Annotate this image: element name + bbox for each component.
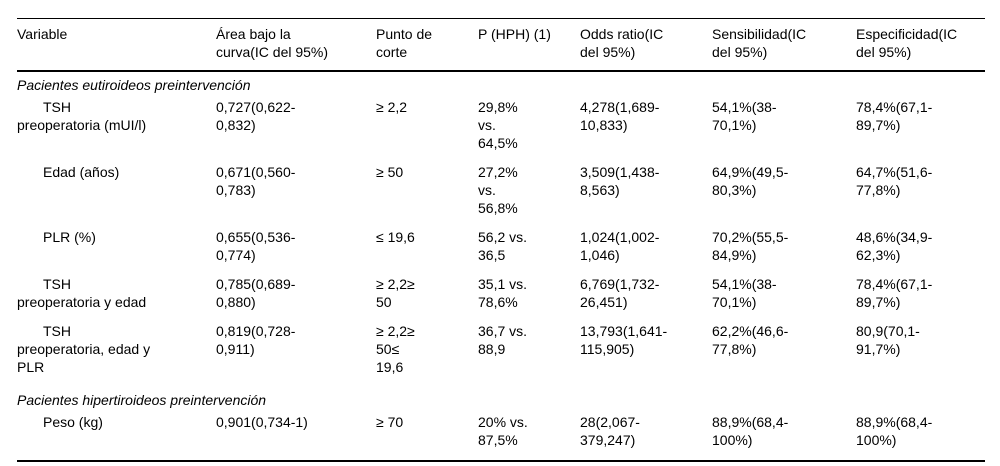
cell-variable: TSH preoperatoria y edad: [17, 276, 147, 310]
cell-auc: 0,901(0,734-1): [216, 414, 308, 430]
cell-odds-ratio: 6,769(1,732- 26,451): [580, 276, 660, 310]
table-row: Peso (kg) 0,901(0,734-1) ≥ 70 20% vs. 87…: [17, 413, 985, 461]
cell-auc: 0,785(0,689- 0,880): [216, 276, 296, 310]
table-row: TSH preoperatoria (mUI/l) 0,727(0,622- 0…: [17, 98, 985, 163]
cell-p-value: 20% vs. 87,5%: [478, 414, 528, 448]
cell-specificity: 48,6%(34,9- 62,3%): [856, 229, 933, 263]
cell-sensitivity: 64,9%(49,5- 80,3%): [712, 164, 789, 198]
cell-specificity: 78,4%(67,1- 89,7%): [856, 99, 933, 133]
cell-cutoff: ≥ 2,2≥ 50: [376, 276, 415, 310]
cell-variable: Peso (kg): [43, 414, 103, 430]
cell-cutoff: ≥ 2,2≥ 50≤ 19,6: [376, 323, 415, 375]
cell-cutoff: ≥ 50: [376, 164, 404, 180]
cell-p-value: 36,7 vs. 88,9: [478, 323, 528, 357]
cell-auc: 0,655(0,536- 0,774): [216, 229, 296, 263]
header-row: Variable Área bajo la curva(IC del 95%) …: [17, 18, 985, 72]
cell-specificity: 88,9%(68,4- 100%): [856, 414, 933, 448]
table-row: TSH preoperatoria, edad y PLR 0,819(0,72…: [17, 322, 985, 387]
col-header-cutoff: Punto de corte: [376, 18, 478, 72]
col-header-odds-ratio: Odds ratio(IC del 95%): [580, 18, 712, 72]
cell-odds-ratio: 1,024(1,002- 1,046): [580, 229, 660, 263]
cell-auc: 0,819(0,728- 0,911): [216, 323, 296, 357]
col-header-specificity: Especificidad(IC del 95%): [856, 18, 985, 72]
cell-odds-ratio: 28(2,067- 379,247): [580, 414, 640, 448]
cell-sensitivity: 70,2%(55,5- 84,9%): [712, 229, 789, 263]
cell-cutoff: ≥ 70: [376, 414, 404, 430]
cell-auc: 0,671(0,560- 0,783): [216, 164, 296, 198]
table-row: PLR (%) 0,655(0,536- 0,774) ≤ 19,6 56,2 …: [17, 228, 985, 275]
cell-sensitivity: 54,1%(38- 70,1%): [712, 276, 777, 310]
cell-p-value: 27,2% vs. 56,8%: [478, 164, 518, 216]
cell-auc: 0,727(0,622- 0,832): [216, 99, 296, 133]
cell-variable: TSH preoperatoria (mUI/l): [17, 99, 147, 133]
cell-specificity: 64,7%(51,6- 77,8%): [856, 164, 933, 198]
cell-sensitivity: 88,9%(68,4- 100%): [712, 414, 789, 448]
cell-odds-ratio: 4,278(1,689- 10,833): [580, 99, 660, 133]
col-header-auc: Área bajo la curva(IC del 95%): [216, 18, 376, 72]
col-header-variable: Variable: [17, 18, 216, 72]
section-header-row: Pacientes eutiroideos preintervención: [17, 71, 985, 98]
cell-cutoff: ≥ 2,2: [376, 99, 408, 115]
cell-odds-ratio: 3,509(1,438- 8,563): [580, 164, 660, 198]
cell-sensitivity: 62,2%(46,6- 77,8%): [712, 323, 789, 357]
results-table: Variable Área bajo la curva(IC del 95%) …: [17, 18, 985, 462]
cell-specificity: 80,9(70,1- 91,7%): [856, 323, 920, 357]
cell-p-value: 29,8% vs. 64,5%: [478, 99, 518, 151]
table-row: Edad (años) 0,671(0,560- 0,783) ≥ 50 27,…: [17, 163, 985, 228]
cell-odds-ratio: 13,793(1,641- 115,905): [580, 323, 668, 357]
col-header-sensitivity: Sensibilidad(IC del 95%): [712, 18, 856, 72]
section-title-euthyroid: Pacientes eutiroideos preintervención: [17, 77, 251, 93]
cell-variable: Edad (años): [43, 164, 120, 180]
section-title-hyperthyroid: Pacientes hipertiroideos preintervención: [17, 392, 267, 408]
cell-specificity: 78,4%(67,1- 89,7%): [856, 276, 933, 310]
cell-p-value: 35,1 vs. 78,6%: [478, 276, 528, 310]
table-row: TSH preoperatoria y edad 0,785(0,689- 0,…: [17, 275, 985, 322]
cell-cutoff: ≤ 19,6: [376, 229, 415, 245]
cell-sensitivity: 54,1%(38- 70,1%): [712, 99, 777, 133]
cell-variable: PLR (%): [43, 229, 96, 245]
col-header-p-value: P (HPH) (1): [478, 18, 580, 72]
cell-p-value: 56,2 vs. 36,5: [478, 229, 528, 263]
section-header-row: Pacientes hipertiroideos preintervención: [17, 387, 985, 413]
cell-variable: TSH preoperatoria, edad y PLR: [17, 323, 151, 375]
